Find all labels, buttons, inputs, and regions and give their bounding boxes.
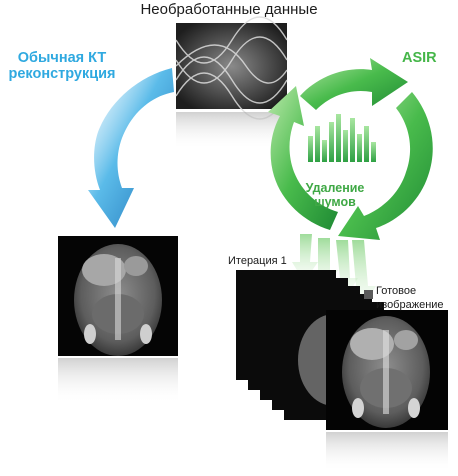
conventional-reconstruction-arrow	[88, 68, 174, 228]
ct-scan-image	[58, 236, 178, 404]
final-image-label: Готовое изображение	[376, 285, 456, 313]
conventional-ct-label: Обычная КТ реконструкция	[2, 51, 122, 83]
iteration-label: Итерация 1	[228, 255, 287, 267]
asir-label: ASIR	[402, 51, 437, 67]
equalizer-icon	[308, 114, 376, 162]
final-ct-image	[326, 310, 448, 472]
final-image-marker	[364, 290, 373, 299]
noise-removal-label: Удаление шумов	[300, 182, 370, 210]
sinogram-image	[176, 17, 287, 150]
raw-data-title: Необработанные данные	[0, 2, 458, 19]
